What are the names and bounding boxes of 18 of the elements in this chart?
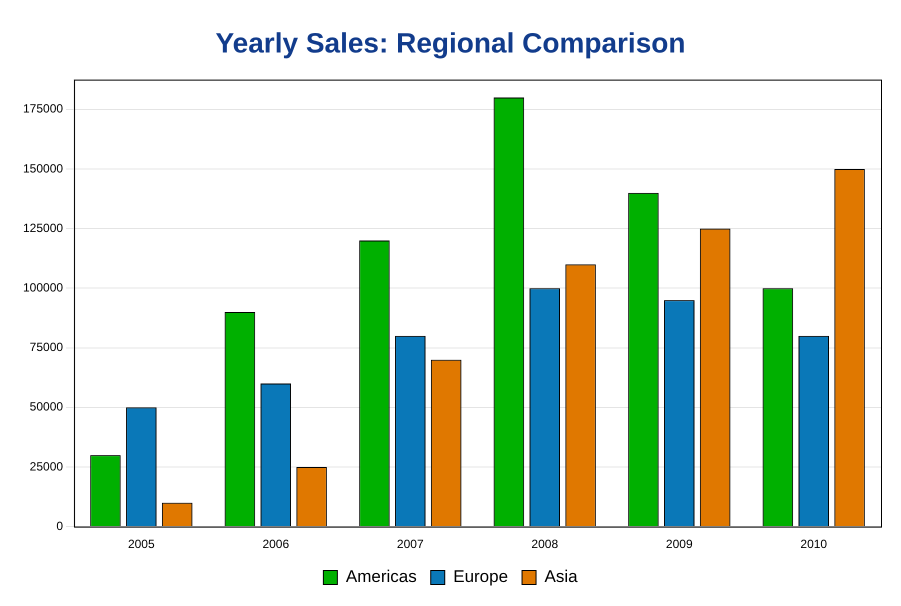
y-tick-label: 125000 xyxy=(22,220,64,235)
x-tick-label: 2005 xyxy=(128,537,155,552)
y-tick-label: 50000 xyxy=(30,400,64,414)
y-tick-label: 25000 xyxy=(30,459,64,474)
x-tick-label: 2009 xyxy=(666,537,693,552)
legend-label: Asia xyxy=(544,567,578,586)
y-tick-label: 100000 xyxy=(22,280,64,295)
y-tick-label: 75000 xyxy=(30,340,64,354)
x-tick-label: 2006 xyxy=(262,537,290,552)
y-tick-label: 150000 xyxy=(22,161,64,176)
x-tick-label: 2010 xyxy=(800,537,828,552)
legend-label: Europe xyxy=(453,567,508,586)
legend-label: Americas xyxy=(346,567,417,586)
y-tick-label: 0 xyxy=(56,518,64,533)
chart-title: Yearly Sales: Regional Comparison xyxy=(216,28,686,59)
y-tick-label: 175000 xyxy=(22,102,64,116)
x-tick-label: 2008 xyxy=(531,537,558,552)
x-tick-label: 2007 xyxy=(396,537,424,552)
